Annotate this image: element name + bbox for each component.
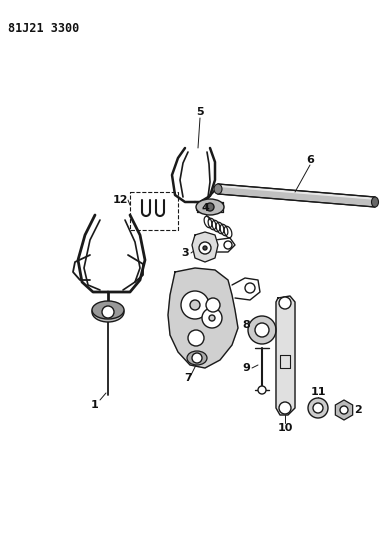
Ellipse shape [196,199,224,215]
Circle shape [258,386,266,394]
Text: 2: 2 [354,405,362,415]
Circle shape [188,330,204,346]
Text: 6: 6 [306,155,314,165]
Circle shape [181,291,209,319]
Text: 7: 7 [184,373,192,383]
Text: 9: 9 [242,363,250,373]
Circle shape [199,242,211,254]
Bar [130,192,178,230]
Circle shape [203,246,207,250]
Circle shape [209,315,215,321]
Ellipse shape [92,302,124,322]
Text: 4: 4 [201,203,209,213]
Polygon shape [276,296,295,415]
Polygon shape [192,232,218,262]
Circle shape [206,203,214,211]
Ellipse shape [92,301,124,319]
Circle shape [202,308,222,328]
Text: 10: 10 [277,423,293,433]
Text: 12: 12 [112,195,128,205]
Ellipse shape [372,197,378,207]
Circle shape [279,402,291,414]
Text: 11: 11 [310,387,326,397]
Text: 8: 8 [242,320,250,330]
Circle shape [102,306,114,318]
Text: 1: 1 [91,400,99,410]
Circle shape [206,298,220,312]
Circle shape [245,283,255,293]
Circle shape [313,403,323,413]
Circle shape [192,353,202,363]
Text: 3: 3 [181,248,189,258]
Text: 5: 5 [196,107,204,117]
Circle shape [224,241,232,249]
Circle shape [190,300,200,310]
Text: 81J21 3300: 81J21 3300 [8,22,79,35]
Polygon shape [218,184,375,207]
Ellipse shape [187,351,207,365]
Circle shape [255,323,269,337]
Circle shape [340,406,348,414]
Ellipse shape [214,184,222,194]
Circle shape [248,316,276,344]
Circle shape [308,398,328,418]
Polygon shape [168,268,238,368]
Circle shape [279,297,291,309]
